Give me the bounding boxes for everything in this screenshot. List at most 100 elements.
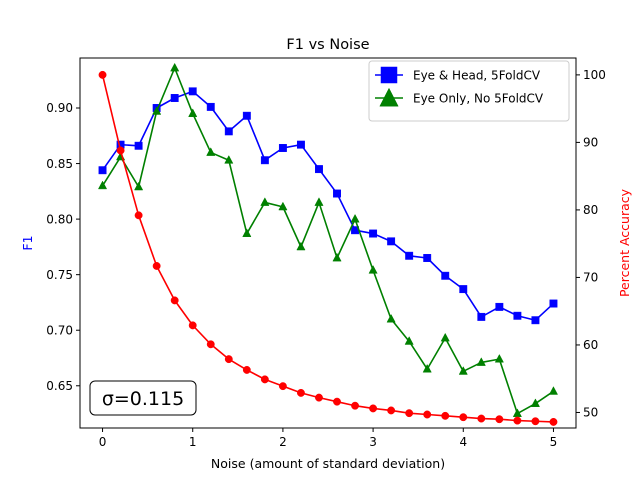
series-2-point — [530, 398, 540, 407]
series-1-point — [333, 189, 341, 198]
series-1-point — [531, 316, 540, 325]
series-3-point — [152, 262, 161, 270]
y-right-tick-label: 50 — [583, 406, 598, 420]
series-2-point — [476, 357, 486, 366]
x-tick-label: 2 — [279, 435, 287, 449]
series-3-point — [405, 409, 414, 418]
series-3 — [98, 70, 558, 426]
series-3-point — [423, 410, 432, 419]
series-2-point — [314, 197, 324, 206]
series-3-point — [387, 406, 396, 415]
series-2-point — [296, 241, 306, 251]
x-axis-label: Noise (amount of standard deviation) — [211, 456, 445, 471]
series-3-point — [116, 146, 125, 155]
legend-item: Eye & Head, 5FoldCV — [375, 66, 541, 84]
y-axis-label-left: F1 — [20, 235, 35, 250]
series-2-point — [170, 62, 180, 72]
y-left-tick-label: 0.80 — [46, 212, 73, 226]
series-3-point — [495, 415, 504, 424]
series-3-point — [441, 411, 450, 420]
series-1-point — [170, 94, 179, 102]
series-1-point — [387, 237, 396, 246]
series-1-point — [188, 87, 197, 96]
series-2-point — [404, 336, 414, 345]
x-tick-label: 0 — [99, 435, 107, 449]
x-tick-label: 3 — [369, 435, 377, 449]
x-tick-label: 1 — [189, 435, 197, 449]
series-3-point — [477, 414, 486, 423]
series-3-point — [333, 397, 341, 406]
legend-marker — [379, 87, 399, 107]
y-left-tick-label: 0.85 — [46, 157, 73, 171]
y-right-tick-label: 70 — [583, 271, 598, 285]
series-2-point — [224, 155, 234, 164]
series-2-point — [242, 228, 252, 237]
series-2-point — [458, 366, 468, 375]
series-3-point — [369, 404, 378, 413]
y-right-tick-label: 60 — [583, 338, 598, 352]
series-2-point — [440, 332, 450, 342]
series-3-point — [513, 416, 522, 425]
series-3-point — [296, 388, 305, 397]
plot-frame — [79, 57, 577, 429]
series-2-point — [548, 386, 559, 395]
series-2-point — [422, 363, 432, 373]
annotation-text: σ=0.115 — [102, 388, 184, 410]
y-left-tick-label: 0.90 — [46, 101, 73, 115]
series-2-point — [386, 313, 396, 323]
series-1-point — [495, 302, 504, 311]
x-tick-label: 5 — [550, 435, 558, 449]
series-3-point — [278, 382, 287, 391]
series-1-point — [459, 285, 468, 294]
series-2-point — [332, 252, 342, 262]
legend-item: Eye Only, No 5FoldCV — [375, 87, 544, 107]
series-1-point — [224, 127, 233, 136]
series-1 — [98, 87, 558, 325]
series-3-point — [315, 393, 323, 402]
series-1-point — [134, 141, 143, 150]
series-2 — [97, 62, 559, 417]
series-1-point — [477, 312, 486, 321]
y-right-tick-label: 90 — [583, 136, 598, 150]
legend-label: Eye & Head, 5FoldCV — [413, 69, 541, 83]
series-2-point — [152, 106, 162, 115]
series-1-point — [405, 251, 414, 260]
series-3-point — [134, 211, 143, 220]
series-2-point — [350, 213, 360, 223]
series-1-point — [206, 102, 215, 111]
series-2-point — [134, 181, 144, 191]
series-2-point — [188, 108, 198, 117]
y-right-tick-label: 100 — [583, 68, 606, 82]
series-1-point — [98, 166, 107, 175]
legend: Eye & Head, 5FoldCV Eye Only, No 5FoldCV — [368, 60, 570, 122]
series-1-point — [423, 254, 432, 262]
legend-label: Eye Only, No 5FoldCV — [413, 92, 544, 106]
series-1-point — [296, 140, 305, 149]
series-1-point — [242, 111, 251, 120]
y-axis-label-right: Percent Accuracy — [617, 188, 632, 297]
series-3-point — [351, 401, 360, 410]
series-3-point — [242, 365, 251, 374]
series-3-point — [459, 413, 468, 422]
series-2-point — [368, 265, 378, 274]
series-3-point — [170, 296, 179, 305]
series-3-point — [549, 417, 558, 426]
legend-box — [368, 60, 570, 122]
series-3-point — [531, 417, 540, 426]
series-3-point — [98, 70, 107, 79]
series-2-point — [260, 197, 270, 206]
series-1-point — [369, 229, 378, 238]
series-2-point — [278, 201, 288, 211]
series-2-point — [206, 147, 216, 156]
series-3-point — [260, 375, 269, 384]
series-1-point — [315, 165, 323, 174]
series-3-point — [188, 321, 197, 330]
series-1-point — [441, 271, 450, 280]
legend-marker — [380, 66, 398, 84]
series-1-point — [278, 144, 287, 152]
series-1-point — [549, 299, 558, 308]
series-2-point — [97, 180, 108, 190]
y-left-tick-label: 0.65 — [46, 379, 73, 393]
series-3-point — [224, 355, 233, 364]
